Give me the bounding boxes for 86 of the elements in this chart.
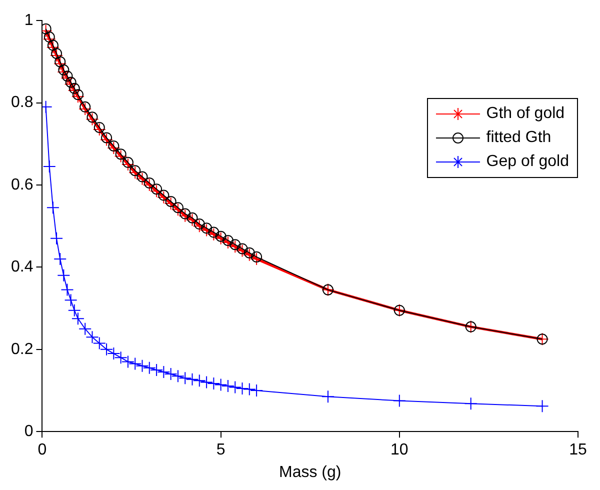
point	[221, 379, 234, 392]
point	[128, 357, 142, 370]
point	[108, 140, 120, 152]
x-tick-label: 0	[38, 442, 47, 459]
point	[47, 40, 58, 51]
point	[215, 230, 226, 242]
y-tick-label: 0.2	[10, 340, 34, 358]
x-tick-label: 10	[390, 442, 408, 459]
point	[244, 247, 255, 258]
point	[94, 122, 105, 133]
point	[50, 232, 64, 245]
point	[51, 48, 62, 59]
point	[60, 283, 74, 296]
point	[78, 102, 92, 116]
y-tick-label: 0	[24, 423, 34, 440]
point	[236, 382, 249, 395]
point	[230, 239, 241, 250]
y-tick-label: 0.4	[10, 258, 34, 276]
point	[72, 89, 84, 100]
point	[250, 384, 264, 397]
point	[158, 190, 170, 201]
y-tick-label: 1	[24, 12, 34, 30]
point	[54, 56, 66, 68]
x-tick-label: 5	[216, 442, 226, 459]
point	[46, 40, 60, 54]
point	[46, 201, 60, 214]
point	[208, 226, 220, 238]
point	[151, 184, 162, 195]
point	[42, 32, 56, 46]
point	[536, 400, 549, 413]
point	[80, 101, 91, 112]
point	[71, 312, 84, 326]
point	[186, 372, 199, 386]
point	[58, 64, 70, 76]
legend-label: Gep of gold	[486, 153, 569, 171]
point	[165, 196, 176, 207]
point	[42, 160, 56, 174]
point	[64, 294, 78, 307]
point	[242, 382, 256, 396]
point	[142, 361, 156, 374]
x-tick-label: 15	[569, 442, 587, 459]
point	[68, 304, 81, 317]
point	[144, 177, 155, 188]
point	[222, 234, 234, 246]
point	[92, 123, 106, 136]
point	[214, 378, 228, 392]
point	[228, 380, 242, 394]
legend-label: fitted Gth	[486, 129, 552, 147]
point	[464, 397, 478, 410]
point	[164, 368, 178, 381]
point	[171, 370, 184, 383]
point	[130, 165, 141, 176]
point	[150, 363, 164, 376]
point	[57, 268, 70, 282]
point	[157, 366, 170, 379]
point	[200, 376, 214, 389]
point	[172, 202, 184, 214]
point	[115, 148, 126, 160]
point	[180, 208, 191, 220]
point	[68, 82, 80, 94]
point	[186, 212, 198, 224]
y-tick-label: 0.8	[10, 94, 34, 112]
point	[192, 374, 206, 388]
point	[44, 32, 55, 43]
legend-label: Gth of gold	[486, 105, 565, 123]
point	[201, 222, 212, 234]
point	[207, 377, 220, 390]
point	[62, 70, 73, 82]
point	[321, 390, 334, 404]
point	[54, 252, 67, 266]
point	[236, 243, 248, 254]
x-axis-title: Mass (g)	[279, 464, 342, 481]
point	[392, 394, 406, 408]
point	[122, 156, 134, 168]
point	[50, 49, 64, 62]
point	[101, 132, 112, 144]
point	[86, 112, 98, 123]
point	[251, 251, 262, 262]
point	[136, 359, 149, 372]
point	[86, 112, 99, 126]
point	[178, 372, 192, 385]
point	[194, 218, 205, 230]
point	[54, 57, 67, 70]
point	[65, 76, 76, 88]
y-tick-label: 0.6	[10, 176, 34, 194]
point	[136, 171, 148, 182]
